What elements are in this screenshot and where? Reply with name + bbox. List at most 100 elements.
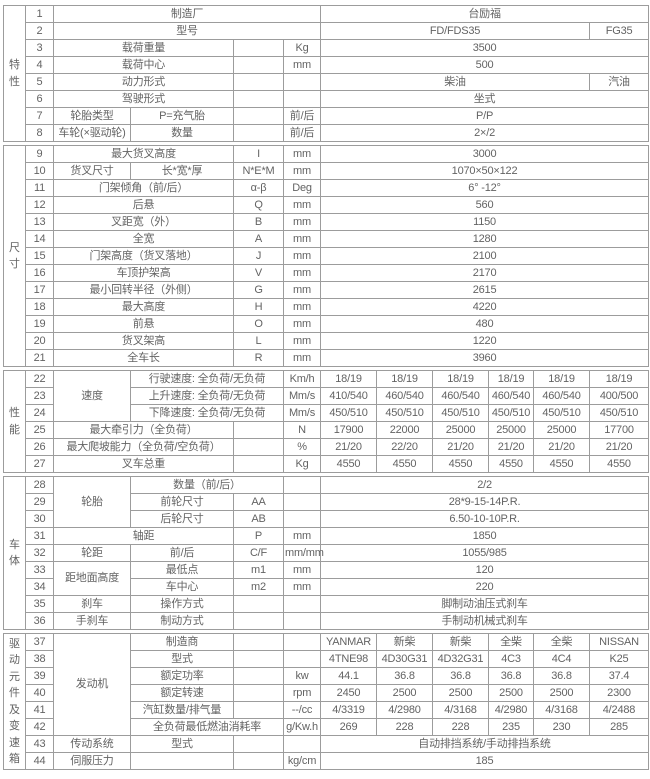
spec-cell — [233, 650, 284, 668]
spec-cell — [283, 735, 321, 753]
spec-cell: NISSAN — [589, 633, 649, 651]
spec-cell: 21/20 — [533, 438, 591, 456]
spec-cell: O — [233, 315, 284, 333]
spec-cell: 最大爬坡能力（全负荷/空负荷） — [53, 438, 234, 456]
spec-cell: 最大货叉高度 — [53, 145, 234, 163]
spec-cell: mm — [283, 578, 321, 596]
spec-cell: 3960 — [319, 349, 650, 367]
spec-cell: 22/20 — [376, 438, 434, 456]
row-number-cell: 30 — [25, 510, 54, 528]
spec-cell: 2100 — [319, 247, 650, 265]
spec-cell: 4550 — [488, 455, 535, 473]
section-category-label: 特性 — [9, 59, 20, 88]
spec-cell: 轴距 — [53, 527, 234, 545]
spec-cell: 2500 — [376, 684, 433, 702]
spec-cell: 全车长 — [53, 349, 234, 367]
spec-cell: 21/20 — [320, 438, 378, 456]
spec-cell: Mm/s — [283, 404, 322, 422]
table-row: 26 最大爬坡能力（全负荷/空负荷）% 21/20 22/20 21/20 21/20 21… — [4, 438, 650, 456]
spec-cell: 数量 — [130, 124, 234, 142]
spec-cell: 4/3319 — [320, 701, 377, 719]
spec-cell: Kg — [282, 39, 322, 57]
row-number-cell: 18 — [25, 298, 54, 316]
spec-cell: 新柴 — [432, 633, 489, 651]
spec-cell — [233, 701, 284, 719]
spec-cell: 4C3 — [488, 650, 534, 668]
spec-cell: 480 — [319, 315, 650, 333]
spec-cell: 18/19 — [488, 370, 535, 388]
table-row: 39 额定功率 kw 44.1 36.8 36.8 36.8 36.8 37.4 — [4, 667, 649, 685]
spec-cell: mm — [283, 332, 321, 350]
row-number-cell: 3 — [25, 39, 54, 57]
spec-cell: 4/3168 — [432, 701, 489, 719]
spec-cell: mm/mm — [283, 544, 324, 562]
row-number-cell: 5 — [25, 73, 54, 91]
row-number-cell: 23 — [25, 387, 54, 405]
spec-cell — [233, 124, 284, 142]
spec-cell: 17900 — [320, 421, 378, 439]
spec-cell: P — [233, 527, 284, 545]
spec-cell: 25000 — [432, 421, 490, 439]
spec-cell — [130, 752, 234, 770]
spec-cell: 450/510 — [376, 404, 434, 422]
spec-cell: I — [233, 145, 284, 163]
spec-cell: K25 — [589, 650, 649, 668]
spec-cell: 44.1 — [320, 667, 377, 685]
spec-cell: 17700 — [589, 421, 650, 439]
spec-cell: 2500 — [533, 684, 590, 702]
row-number-cell: 6 — [25, 90, 54, 108]
spec-cell: 自动排挡系统/手动排挡系统 — [320, 735, 649, 753]
spec-cell: 4550 — [432, 455, 490, 473]
spec-cell: AB — [233, 510, 284, 528]
row-number-cell: 34 — [25, 578, 54, 596]
spec-cell: L — [233, 332, 284, 350]
spec-cell: kg/cm — [283, 752, 321, 770]
row-number-cell: 27 — [25, 455, 54, 473]
spec-cell: 460/540 — [488, 387, 535, 405]
spec-section-table: 车体 28 轮胎 数量（前/后） 2/2 29 前轮尺寸 AA 28*9-15-14P.R. 30… — [3, 476, 650, 630]
row-number-cell: 10 — [25, 162, 54, 180]
spec-cell: 4220 — [319, 298, 650, 316]
row-number-cell: 2 — [25, 22, 54, 40]
section-category-cell: 特性 — [3, 5, 26, 142]
spec-cell: mm — [283, 264, 321, 282]
row-number-cell: 33 — [25, 561, 54, 579]
spec-cell — [283, 633, 321, 651]
spec-cell: 285 — [589, 718, 649, 736]
spec-cell: 500 — [320, 56, 650, 74]
spec-cell: 450/510 — [533, 404, 591, 422]
spec-cell: 4/2980 — [376, 701, 433, 719]
spec-cell: 235 — [488, 718, 534, 736]
spec-cell: B — [233, 213, 284, 231]
table-row: 42 全负荷最低燃油消耗率 g/Kw.h 269 228 228 235 230 285 — [4, 718, 649, 736]
spec-cell: mm — [283, 349, 321, 367]
row-number-cell: 31 — [25, 527, 54, 545]
spec-cell: 前/后 — [282, 124, 322, 142]
spec-cell: 36.8 — [376, 667, 433, 685]
spec-cell: 长*宽*厚 — [130, 162, 234, 180]
table-row: 驱动元件及变速箱 37 发动机 制造商 YANMAR 新柴 新柴 全柴 全柴 NISSAN — [3, 633, 649, 770]
spec-cell: 2500 — [488, 684, 534, 702]
spec-cell: 4550 — [533, 455, 591, 473]
spec-cell: 载荷中心 — [53, 56, 234, 74]
table-row: 29 前轮尺寸 AA 28*9-15-14P.R. — [4, 493, 650, 511]
spec-cell: mm — [283, 527, 321, 545]
spec-cell: 4/2980 — [488, 701, 534, 719]
spec-cell — [233, 667, 284, 685]
spec-cell: 4D30G31 — [376, 650, 433, 668]
table-row: 24 下降速度: 全负荷/无负荷 Mm/s 450/510 450/510 450/510… — [4, 404, 650, 422]
spec-cell: 最大牵引力（全负荷） — [53, 421, 234, 439]
spec-cell: 后轮尺寸 — [130, 510, 234, 528]
spec-cell: 新柴 — [376, 633, 433, 651]
table-row: 7 轮胎类型 P=充气胎 前/后 P/P — [4, 107, 650, 125]
row-number-cell: 22 — [25, 370, 54, 388]
spec-cell: 轮距 — [53, 544, 131, 562]
spec-cell: mm — [283, 281, 321, 299]
spec-cell: m2 — [233, 578, 284, 596]
spec-cell — [283, 476, 321, 494]
spec-cell: 450/510 — [589, 404, 650, 422]
